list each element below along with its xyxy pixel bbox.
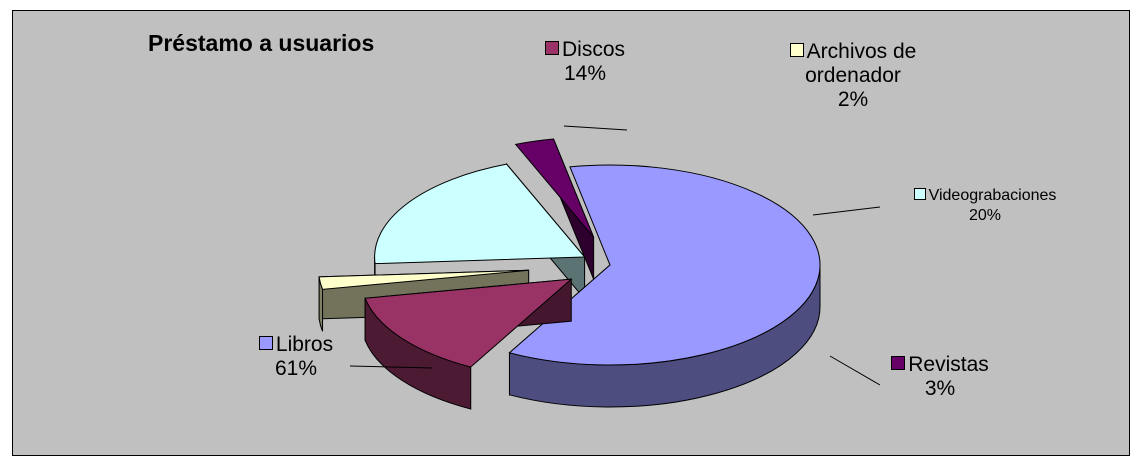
data-label-name-libros: Libros: [231, 333, 361, 357]
data-label-name-videograbaciones: Videograbaciones: [875, 186, 1095, 206]
slice-top-libros: [508, 164, 821, 366]
leader-line-videograbaciones: [812, 206, 881, 216]
leader-line-libros: [349, 365, 433, 369]
legend-key-libros: [258, 336, 273, 350]
leader-line-revistas: [829, 355, 881, 386]
data-label-libros: Libros 61%: [231, 333, 361, 381]
data-label-revistas: Revistas 3%: [870, 353, 1010, 401]
data-label-name-archivos: ordenador: [805, 64, 901, 87]
data-label-name-archivos: Archivos de: [758, 40, 948, 64]
data-label-value-discos: 14%: [563, 62, 607, 85]
legend-key-archivos: [789, 43, 804, 57]
slice-top-videograbaciones: [374, 163, 586, 265]
slice-discos: [364, 278, 573, 410]
slice-top-revistas: [514, 138, 595, 238]
data-label-value-videograbaciones: 20%: [968, 207, 1002, 224]
legend-key-discos: [544, 41, 559, 55]
legend-key-videograbaciones: [913, 188, 926, 200]
chart-title: Préstamo a usuarios: [148, 30, 375, 56]
data-label-name-revistas: Revistas: [870, 353, 1010, 377]
data-label-name-discos: Discos: [520, 38, 650, 62]
data-label-value-archivos: 2%: [837, 88, 869, 111]
slice-libros: [508, 164, 821, 408]
slice-top-archivos: [318, 269, 529, 290]
slice-top-discos: [364, 278, 573, 368]
slice-videograbaciones: [374, 162, 586, 306]
data-label-videograbaciones: Videograbaciones 20%: [875, 186, 1095, 226]
leader-line-discos: [563, 125, 628, 131]
data-label-archivos: Archivos de ordenador 2%: [758, 40, 948, 112]
legend-key-revistas: [891, 356, 906, 370]
data-label-value-revistas: 3%: [924, 377, 956, 400]
slice-revistas: [514, 138, 595, 280]
data-label-value-libros: 61%: [274, 357, 318, 380]
data-label-discos: Discos 14%: [520, 38, 650, 86]
